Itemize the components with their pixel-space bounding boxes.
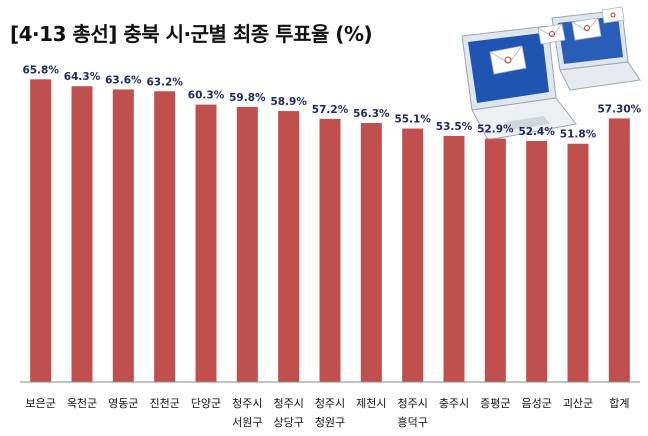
- bar-10: [443, 135, 465, 382]
- x-tick-label-7-1: 청원구: [315, 416, 345, 429]
- x-tick-label-8-0: 제천시: [356, 396, 386, 410]
- bar-1: [71, 86, 93, 382]
- bar-11: [484, 138, 506, 382]
- value-label-5: 59.8%: [229, 92, 266, 104]
- bar-13: [567, 143, 589, 382]
- value-label-10: 53.5%: [436, 121, 473, 133]
- value-label-8: 56.3%: [353, 108, 390, 120]
- bar-3: [154, 91, 176, 382]
- x-tick-label-9-0: 청주시: [397, 397, 427, 410]
- x-tick-label-6-1: 상당구: [273, 416, 303, 429]
- x-tick-label-12-0: 음성군: [521, 397, 551, 410]
- bar-4: [195, 104, 217, 383]
- value-label-6: 58.9%: [270, 96, 307, 108]
- bar-0: [30, 79, 52, 382]
- value-label-14: 57.30%: [597, 103, 641, 115]
- x-tick-label-11-0: 증평군: [480, 397, 510, 410]
- x-tick-label-3-0: 진천군: [149, 396, 179, 410]
- x-tick-label-7-0: 청주시: [315, 397, 345, 410]
- bar-6: [278, 111, 300, 382]
- value-label-4: 60.3%: [188, 90, 225, 102]
- bars-group: [30, 79, 630, 383]
- value-label-0: 65.8%: [22, 64, 59, 76]
- value-label-9: 55.1%: [394, 114, 431, 126]
- value-label-12: 52.4%: [518, 126, 555, 138]
- value-label-11: 52.9%: [477, 124, 514, 136]
- value-label-7: 57.2%: [312, 104, 349, 116]
- x-tick-label-5-0: 청주시: [232, 397, 262, 410]
- bar-12: [526, 140, 548, 382]
- value-label-13: 51.8%: [560, 129, 597, 141]
- x-tick-label-10-0: 충주시: [439, 397, 469, 410]
- x-tick-label-4-0: 단양군: [191, 397, 221, 410]
- bar-2: [112, 89, 134, 382]
- bar-9: [402, 128, 424, 382]
- bar-8: [360, 123, 382, 383]
- x-tick-label-13-0: 괴산군: [563, 397, 593, 410]
- x-tick-label-2-0: 영동군: [108, 397, 138, 410]
- x-tick-label-9-1: 흥덕구: [397, 415, 427, 429]
- chart-title: [4·13 총선] 충북 시·군별 최종 투표율 (%): [10, 22, 373, 46]
- x-tick-label-1-0: 옥천군: [67, 396, 97, 410]
- value-labels-group: 65.8% 64.3% 63.6% 63.2% 60.3% 59.8% 58.9% 57.2%…: [22, 64, 641, 140]
- x-tick-label-14-0: 합계: [609, 397, 629, 410]
- laptops-with-email-envelopes-icon: [461, 6, 641, 141]
- value-label-1: 64.3%: [64, 71, 101, 83]
- x-tick-label-5-1: 서원구: [232, 416, 262, 429]
- x-tick-label-6-0: 청주시: [273, 397, 303, 410]
- value-label-3: 63.2%: [146, 76, 183, 88]
- x-tick-label-0-0: 보은군: [25, 397, 55, 410]
- bar-14: [608, 118, 630, 383]
- value-label-2: 63.6%: [105, 74, 142, 86]
- bar-7: [319, 118, 341, 382]
- bar-5: [236, 106, 258, 383]
